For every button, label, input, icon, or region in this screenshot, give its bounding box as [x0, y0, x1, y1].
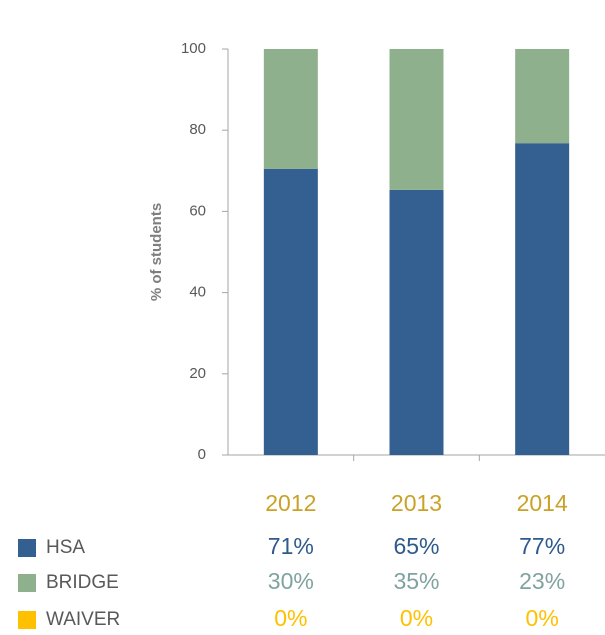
value-label: 23% [519, 568, 565, 594]
bar-segment [389, 49, 444, 190]
legend-swatch [18, 611, 36, 629]
legend-label: WAIVER [46, 609, 120, 630]
bar-segment [263, 49, 318, 169]
legend-label: HSA [46, 537, 85, 558]
value-label: 71% [268, 533, 314, 559]
value-label: 0% [526, 605, 559, 631]
value-label: 0% [274, 605, 307, 631]
value-label: 65% [393, 533, 439, 559]
legend-label: BRIDGE [46, 572, 119, 593]
category-label: 2013 [391, 490, 442, 516]
category-label: 2014 [517, 490, 568, 516]
y-axis-title: % of students [148, 203, 165, 301]
bar-segment [515, 49, 570, 144]
legend-swatch [18, 539, 36, 557]
value-label: 0% [400, 605, 433, 631]
value-label: 35% [393, 568, 439, 594]
bar-segment [263, 168, 318, 455]
legend-swatch [18, 574, 36, 592]
value-label: 77% [519, 533, 565, 559]
y-tick-label: 100 [181, 40, 206, 57]
y-tick-label: 0 [198, 446, 206, 463]
bar-segment [515, 143, 570, 455]
y-tick-label: 40 [189, 284, 206, 301]
y-tick-label: 60 [189, 202, 206, 219]
y-tick-label: 80 [189, 121, 206, 138]
y-tick-label: 20 [189, 365, 206, 382]
category-label: 2012 [265, 490, 316, 516]
bar-segment [389, 189, 444, 455]
value-label: 30% [268, 568, 314, 594]
